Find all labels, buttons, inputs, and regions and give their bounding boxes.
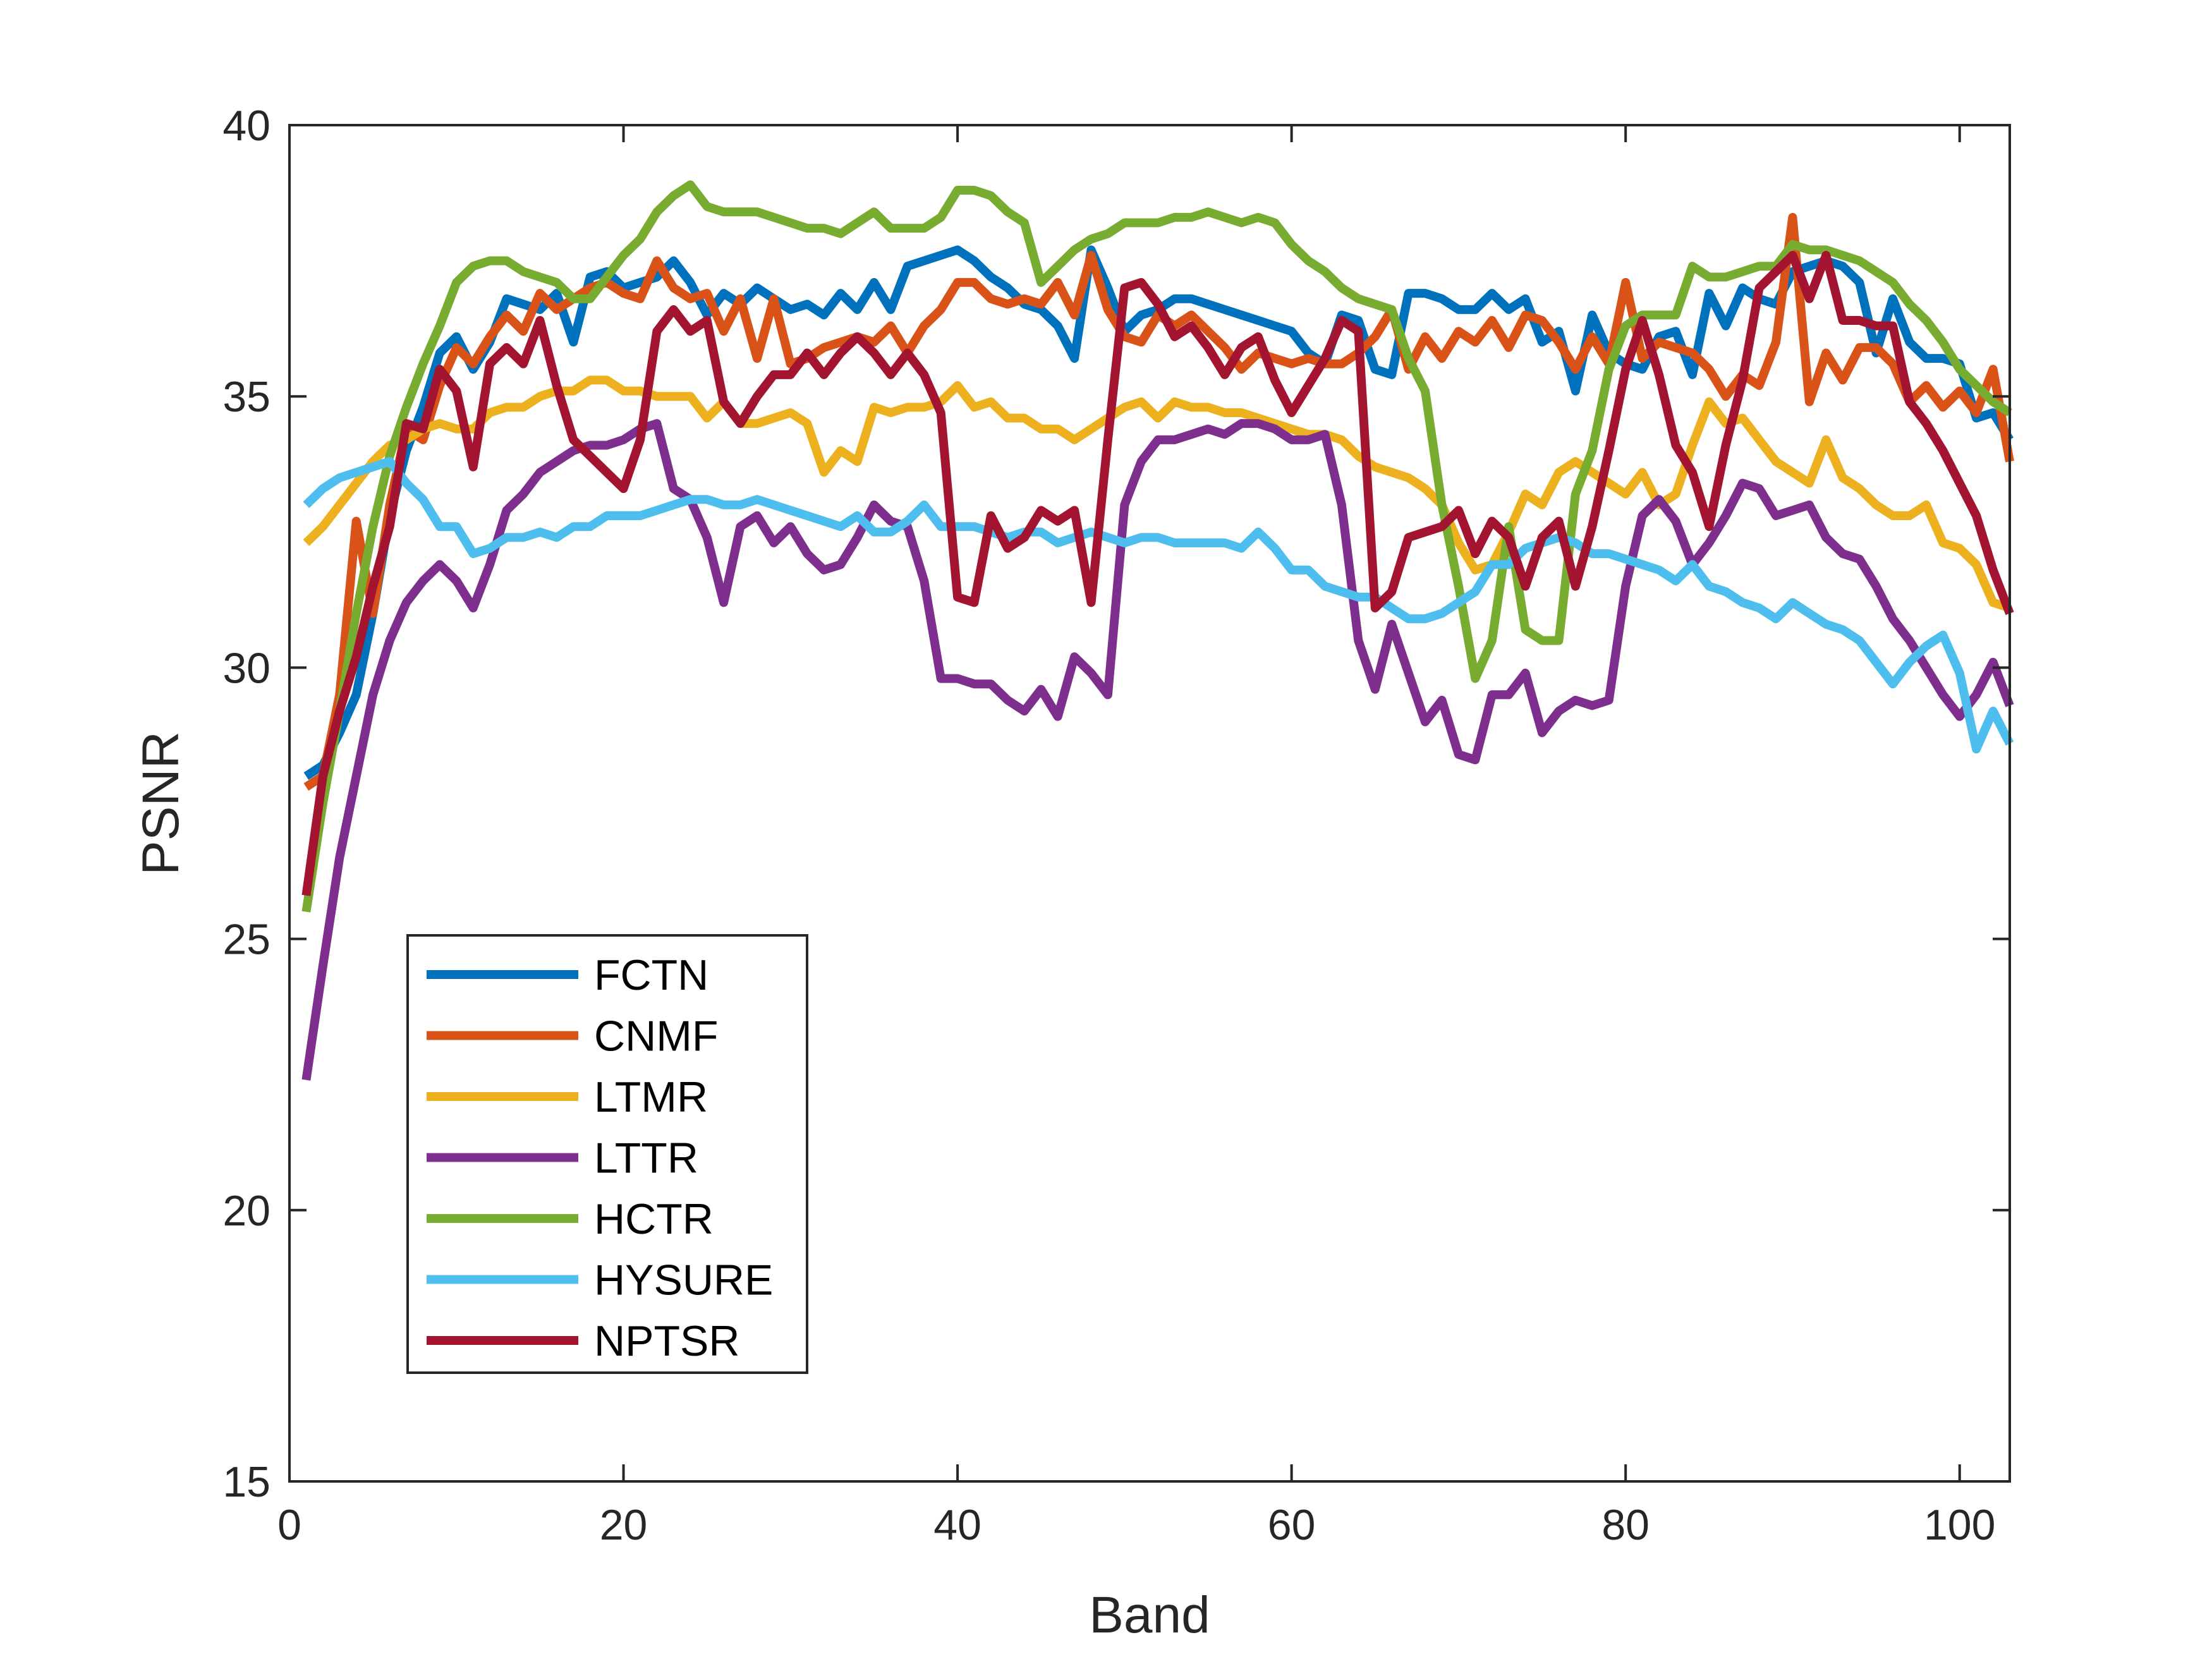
legend-label-hysure: HYSURE: [594, 1256, 773, 1304]
y-tick-label: 35: [222, 373, 270, 421]
series-line-nptsr: [301, 251, 2014, 896]
y-tick-label: 20: [222, 1187, 270, 1235]
legend-label-lttr: LTTR: [594, 1134, 698, 1182]
y-tick-label: 15: [222, 1458, 270, 1506]
x-tick-label: 60: [1268, 1501, 1316, 1549]
legend-label-hctr: HCTR: [594, 1195, 714, 1243]
x-tick-label: 0: [277, 1501, 301, 1549]
series-line-hysure: [303, 457, 2014, 754]
y-tick-label: 40: [222, 102, 270, 150]
series-line-cnmf: [303, 212, 2014, 791]
legend: FCTN CNMF LTMR LTTR HCTR HYSURE NPTSR: [406, 934, 808, 1374]
legend-label-ltmr: LTMR: [594, 1073, 708, 1121]
series-line-ltmr: [303, 375, 2012, 612]
series-layer: [301, 180, 2014, 1081]
tick-layer: 0 20 40 60 80 100 15 20 25 30 35 40: [222, 102, 2010, 1549]
series-line-hctr: [301, 180, 2012, 913]
x-tick-label: 80: [1601, 1501, 1650, 1549]
x-axis-label: Band: [1089, 1586, 1210, 1644]
x-tick-label: 40: [933, 1501, 981, 1549]
y-axis-label: PSNR: [132, 731, 190, 875]
x-tick-label: 20: [600, 1501, 648, 1549]
series-line-lttr: [301, 419, 2014, 1081]
legend-label-nptsr: NPTSR: [594, 1317, 739, 1365]
legend-label-cnmf: CNMF: [594, 1012, 718, 1060]
plot-area-frame: [288, 124, 2011, 1483]
y-tick-label: 30: [222, 644, 270, 692]
legend-label-fctn: FCTN: [594, 951, 708, 999]
y-tick-label: 25: [222, 916, 270, 964]
x-tick-label: 100: [1924, 1501, 1995, 1549]
